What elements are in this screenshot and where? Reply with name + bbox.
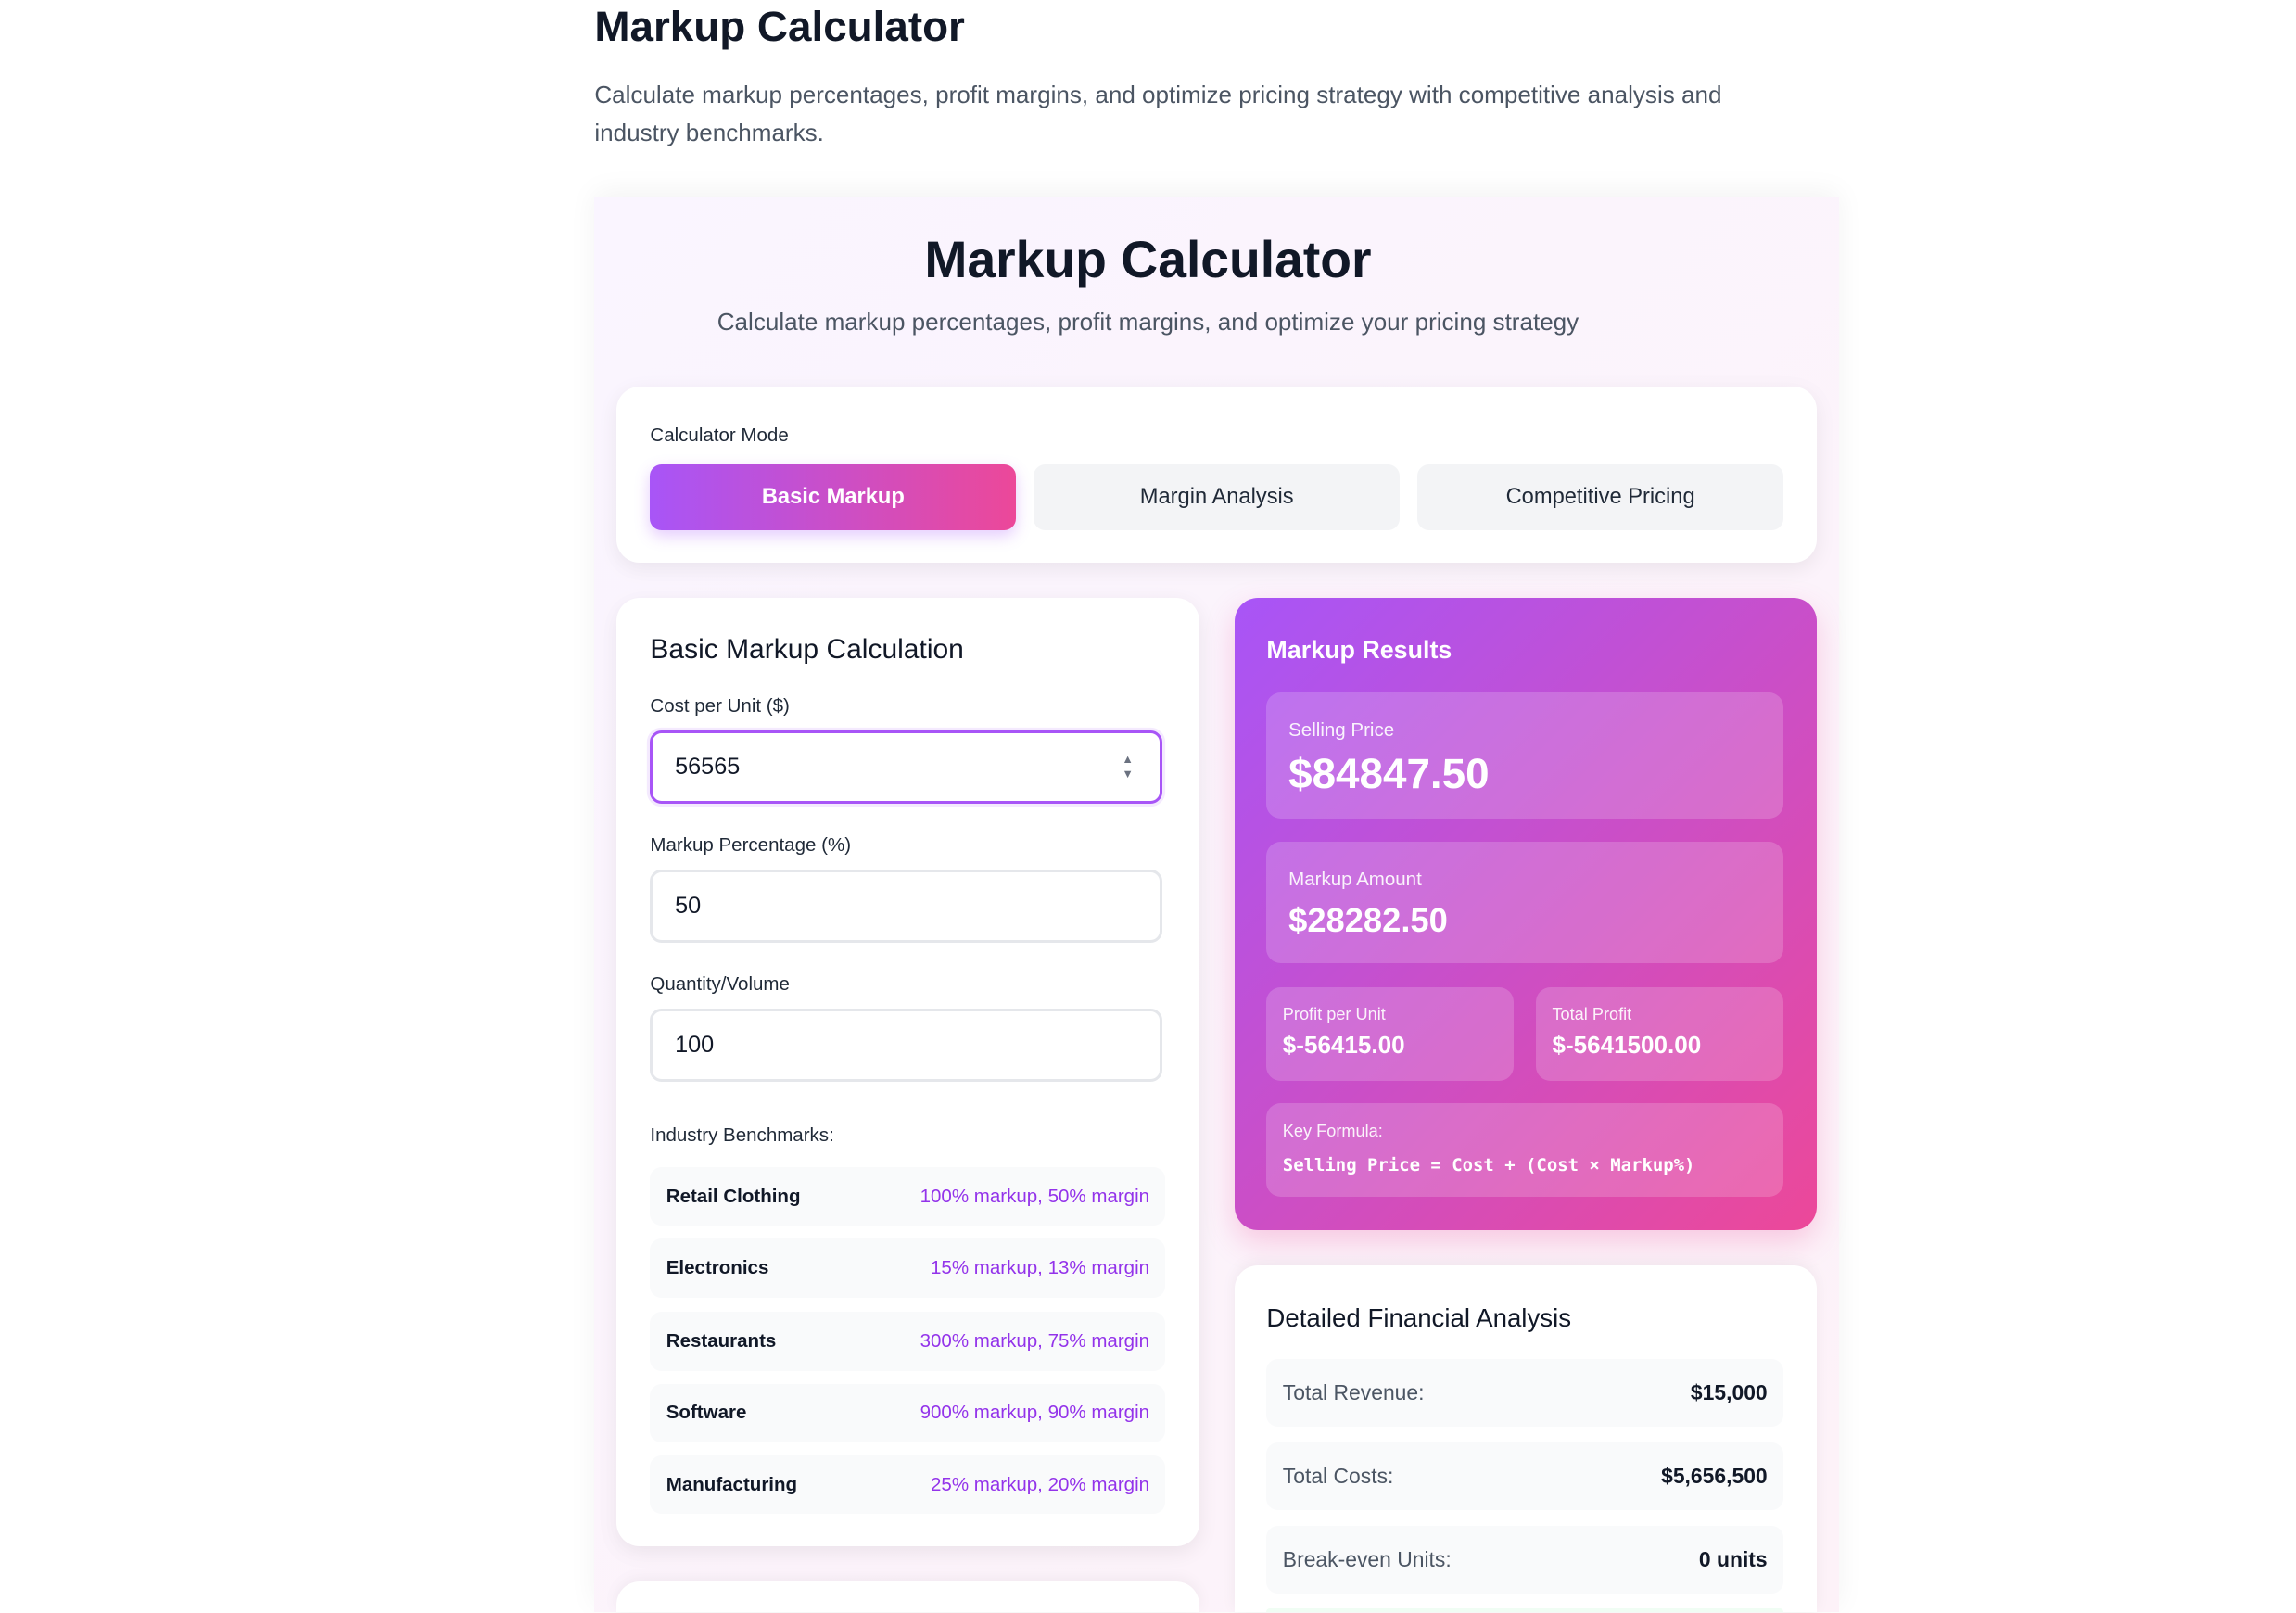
- selling-price-label: Selling Price: [1288, 718, 1395, 741]
- benchmark-row: Manufacturing 25% markup, 20% margin: [650, 1455, 1166, 1515]
- benchmark-value: 300% markup, 75% margin: [920, 1330, 1150, 1352]
- total-profit-box: Total Profit $-5641500.00: [1536, 986, 1784, 1081]
- row-label: Break-even Units:: [1282, 1546, 1452, 1571]
- cost-value: 56565: [675, 754, 741, 781]
- benchmark-value: 100% markup, 50% margin: [920, 1185, 1150, 1207]
- markup-label: Markup Percentage (%): [650, 834, 852, 857]
- row-label: Total Revenue:: [1282, 1379, 1425, 1404]
- mode-card: Calculator Mode Basic Markup Margin Anal…: [616, 387, 1818, 563]
- benchmark-name: Software: [666, 1402, 747, 1424]
- row-value: 0 units: [1698, 1546, 1768, 1571]
- cost-label: Cost per Unit ($): [650, 695, 790, 718]
- profit-per-unit-value: $-56415.00: [1282, 1031, 1405, 1060]
- financial-row: Break-even Units: 0 units: [1266, 1526, 1784, 1594]
- financial-row: Total Costs: $5,656,500: [1266, 1442, 1784, 1510]
- benchmark-name: Manufacturing: [666, 1473, 798, 1495]
- benchmark-value: 900% markup, 90% margin: [920, 1402, 1150, 1424]
- benchmark-row: Software 900% markup, 90% margin: [650, 1383, 1166, 1442]
- mode-margin-analysis-button[interactable]: Margin Analysis: [1034, 464, 1401, 530]
- total-profit-value: $-5641500.00: [1552, 1031, 1702, 1060]
- formula-text: Selling Price = Cost + (Cost × Markup%): [1282, 1155, 1695, 1176]
- financial-row: Total Revenue: $15,000: [1266, 1358, 1784, 1427]
- financial-title: Detailed Financial Analysis: [1266, 1302, 1572, 1332]
- row-value: $15,000: [1690, 1379, 1768, 1404]
- results-title: Markup Results: [1266, 635, 1452, 664]
- mode-competitive-pricing-button[interactable]: Competitive Pricing: [1417, 464, 1784, 530]
- selling-price-value: $84847.50: [1288, 749, 1490, 797]
- total-profit-label: Total Profit: [1552, 1004, 1632, 1023]
- benchmark-row: Electronics 15% markup, 13% margin: [650, 1238, 1166, 1298]
- benchmark-name: Retail Clothing: [666, 1185, 801, 1207]
- mode-basic-markup-button[interactable]: Basic Markup: [650, 464, 1017, 530]
- benchmarks-title: Industry Benchmarks:: [650, 1124, 834, 1147]
- benchmark-value: 15% markup, 13% margin: [931, 1257, 1150, 1279]
- next-card: [616, 1581, 1199, 1613]
- row-label: Total Costs:: [1282, 1463, 1394, 1488]
- markup-amount-value: $28282.50: [1288, 900, 1448, 939]
- quantity-label: Quantity/Volume: [650, 973, 790, 996]
- spinner-icon[interactable]: ▲ ▼: [1122, 752, 1134, 781]
- profit-per-unit-label: Profit per Unit: [1282, 1004, 1386, 1023]
- financial-row-partial: [1266, 1607, 1784, 1613]
- mode-label: Calculator Mode: [650, 425, 789, 447]
- cost-input[interactable]: 56565 ▲ ▼: [650, 730, 1163, 805]
- markup-input[interactable]: 50: [650, 870, 1163, 944]
- formula-box: Key Formula: Selling Price = Cost + (Cos…: [1266, 1102, 1784, 1197]
- markup-amount-box: Markup Amount $28282.50: [1266, 842, 1784, 964]
- page-title: Markup Calculator: [594, 3, 965, 51]
- benchmark-value: 25% markup, 20% margin: [931, 1473, 1150, 1495]
- row-value: $5,656,500: [1661, 1463, 1768, 1488]
- selling-price-box: Selling Price $84847.50: [1266, 692, 1784, 819]
- markup-results-card: Markup Results Selling Price $84847.50 M…: [1234, 597, 1818, 1230]
- benchmark-row: Retail Clothing 100% markup, 50% margin: [650, 1167, 1166, 1226]
- financial-analysis-card: Detailed Financial Analysis Total Revenu…: [1234, 1264, 1818, 1613]
- basic-markup-title: Basic Markup Calculation: [650, 634, 964, 665]
- formula-label: Key Formula:: [1282, 1122, 1383, 1141]
- page-description: Calculate markup percentages, profit mar…: [594, 81, 1722, 147]
- benchmark-row: Restaurants 300% markup, 75% margin: [650, 1312, 1166, 1371]
- quantity-input[interactable]: 100: [650, 1009, 1163, 1083]
- calculator-title: Markup Calculator: [924, 231, 1372, 288]
- calculator-subtitle: Calculate markup percentages, profit mar…: [717, 307, 1579, 336]
- benchmark-name: Restaurants: [666, 1330, 777, 1352]
- basic-markup-card: Basic Markup Calculation Cost per Unit (…: [616, 597, 1199, 1547]
- profit-per-unit-box: Profit per Unit $-56415.00: [1266, 986, 1515, 1081]
- markup-amount-label: Markup Amount: [1288, 868, 1422, 890]
- benchmark-name: Electronics: [666, 1257, 769, 1279]
